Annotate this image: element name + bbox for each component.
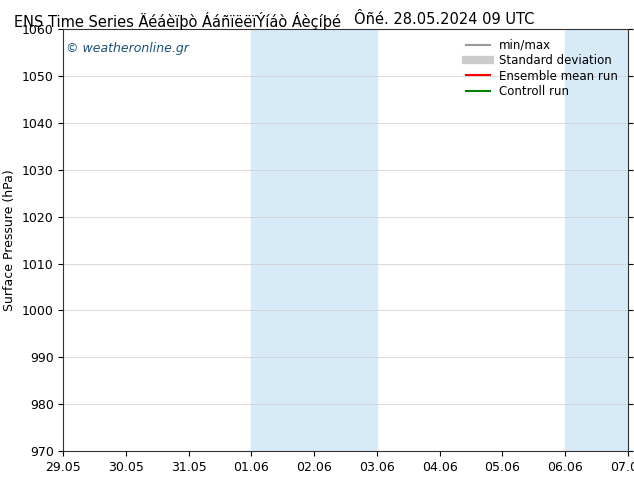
Bar (252, 29, 377, 451)
Legend: min/max, Standard deviation, Ensemble mean run, Controll run: min/max, Standard deviation, Ensemble me… (463, 35, 622, 101)
Text: Ôñé. 28.05.2024 09 UTC: Ôñé. 28.05.2024 09 UTC (354, 12, 534, 27)
Y-axis label: Surface Pressure (hPa): Surface Pressure (hPa) (3, 169, 16, 311)
Text: ENS Time Series Äéáèïþò ÁáñïëëïÝíáò Áèçíþé: ENS Time Series Äéáèïþò ÁáñïëëïÝíáò Áèçí… (14, 12, 341, 30)
Text: © weatheronline.gr: © weatheronline.gr (66, 42, 189, 55)
Bar (565, 29, 628, 451)
